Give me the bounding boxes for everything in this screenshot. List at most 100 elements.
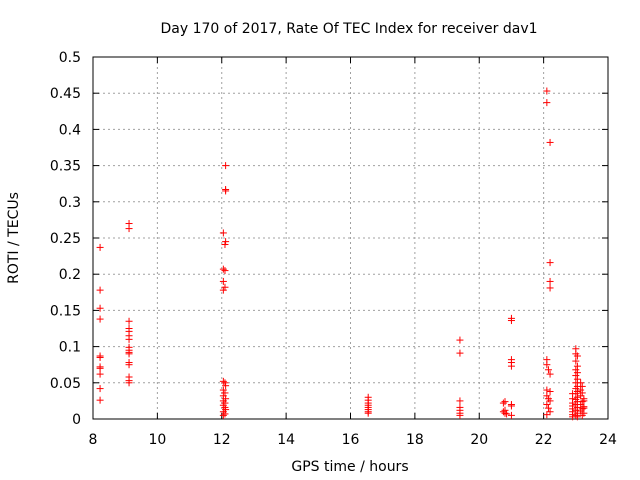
x-tick-label: 18 [406,432,424,448]
data-point [96,353,104,361]
y-tick-label: 0.1 [59,340,81,356]
data-point [222,162,230,170]
data-point [546,370,554,378]
data-point [221,283,229,291]
data-point [573,362,581,370]
data-point [221,241,229,249]
data-point [96,315,104,323]
data-point [577,379,585,387]
data-point [580,397,588,405]
data-point [577,392,585,400]
x-tick-label: 16 [342,432,360,448]
x-tick-label: 12 [213,432,231,448]
data-point [578,411,586,419]
data-point [546,284,554,292]
data-point [222,238,230,246]
x-tick-label: 24 [599,432,617,448]
data-point [546,277,554,285]
data-point [219,229,227,237]
data-point [221,267,229,275]
data-point [96,385,104,393]
x-tick-label: 20 [470,432,488,448]
data-point [96,370,104,378]
data-point [221,389,229,397]
x-axis-label: GPS time / hours [291,459,408,475]
data-point [543,401,551,409]
data-point [125,361,133,369]
data-point [125,350,133,358]
chart-title: Day 170 of 2017, Rate Of TEC Index for r… [160,21,537,37]
data-point [222,382,230,390]
data-point [580,404,588,412]
y-tick-label: 0.3 [59,195,81,211]
y-tick-label: 0.45 [50,86,81,102]
data-point [573,413,581,421]
x-tick-label: 8 [89,432,98,448]
y-tick-label: 0.25 [50,231,81,247]
data-point [543,361,551,369]
data-point [573,375,581,383]
data-point [96,396,104,404]
data-point [96,243,104,251]
y-axis-label: ROTI / TECUs [6,192,22,284]
data-points [96,87,588,421]
data-point [222,187,230,195]
data-point [219,411,227,419]
y-tick-label: 0.15 [50,303,81,319]
data-point [546,387,554,395]
data-point [456,397,464,405]
data-point [507,411,515,419]
data-point [543,87,551,95]
data-point [572,357,580,365]
data-point [125,335,133,343]
data-point [499,399,507,407]
data-point [507,362,515,370]
x-tick-label: 22 [535,432,553,448]
data-point [546,259,554,267]
data-point [546,138,554,146]
x-tick-label: 14 [277,432,295,448]
x-tick-labels: 8 10 12 14 16 18 20 22 24 [89,432,617,448]
data-point [507,317,515,325]
y-tick-labels: 0 0.05 0.1 0.15 0.2 0.25 0.3 0.35 0.4 0.45 0.5 [50,50,81,428]
data-point [546,397,554,405]
data-point [501,398,509,406]
data-point [572,372,580,380]
data-point [572,411,580,419]
y-tick-label: 0.35 [50,159,81,175]
data-point [364,409,372,417]
data-point [456,349,464,357]
data-point [543,392,551,400]
data-point [221,410,229,418]
y-tick-label: 0 [72,412,81,428]
y-tick-label: 0.5 [59,50,81,66]
data-point [544,366,552,374]
data-point [456,411,464,419]
data-point [546,408,554,416]
data-point [125,317,133,325]
data-point [578,398,586,406]
data-point [96,286,104,294]
data-point [544,404,552,412]
data-point [221,379,229,387]
data-point [543,99,551,107]
data-point [578,389,586,397]
y-tick-label: 0.05 [50,376,81,392]
y-tick-label: 0.2 [59,267,81,283]
data-point [96,304,104,312]
data-point [456,336,464,344]
data-point [543,411,551,419]
x-tick-label: 10 [148,432,166,448]
data-point [125,225,133,233]
data-point [219,286,227,294]
y-tick-label: 0.4 [59,122,81,138]
data-point [573,352,581,360]
data-point [219,277,227,285]
data-point [501,409,509,417]
data-point [578,382,586,390]
data-point [219,265,227,273]
data-point [507,402,515,410]
data-point [125,379,133,387]
gridlines [93,57,608,419]
data-point [573,369,581,377]
